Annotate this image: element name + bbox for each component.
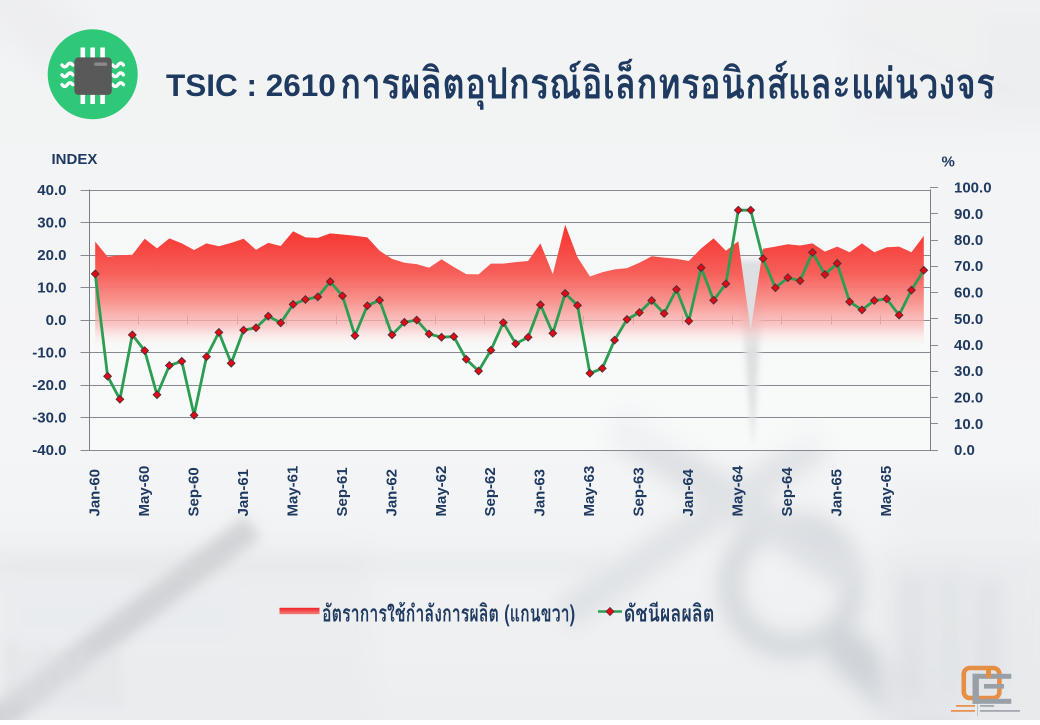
svg-text:Jan-64: Jan-64: [680, 468, 697, 516]
svg-text:May-63: May-63: [581, 466, 598, 517]
svg-text:INDEX: INDEX: [52, 151, 98, 168]
svg-text:20.0: 20.0: [37, 247, 66, 264]
svg-text:40.0: 40.0: [37, 182, 66, 199]
svg-text:Jan-63: Jan-63: [532, 469, 549, 517]
svg-text:10.0: 10.0: [954, 416, 983, 433]
svg-text:-30.0: -30.0: [32, 409, 66, 426]
svg-text:30.0: 30.0: [954, 363, 983, 380]
svg-text:20.0: 20.0: [954, 390, 983, 407]
svg-text:Jan-62: Jan-62: [383, 469, 400, 517]
svg-text:10.0: 10.0: [37, 279, 66, 296]
svg-text:30.0: 30.0: [37, 214, 66, 231]
svg-text:Sep-60: Sep-60: [185, 467, 202, 516]
svg-text:May-60: May-60: [136, 466, 153, 517]
svg-text:40.0: 40.0: [954, 337, 983, 354]
svg-text:Jan-61: Jan-61: [235, 469, 252, 517]
svg-text:May-62: May-62: [433, 466, 450, 517]
svg-text:0.0: 0.0: [46, 312, 67, 329]
svg-text:-20.0: -20.0: [32, 377, 66, 394]
svg-text:May-65: May-65: [878, 466, 895, 517]
svg-text:80.0: 80.0: [954, 232, 983, 249]
svg-text:90.0: 90.0: [954, 206, 983, 223]
svg-text:Sep-62: Sep-62: [482, 467, 499, 516]
svg-text:%: %: [942, 153, 955, 170]
svg-text:May-61: May-61: [284, 466, 301, 517]
svg-text:May-64: May-64: [730, 465, 747, 517]
svg-text:Jan-60: Jan-60: [87, 469, 104, 517]
svg-text:Sep-63: Sep-63: [631, 467, 648, 516]
svg-text:Jan-65: Jan-65: [829, 469, 846, 517]
svg-text:60.0: 60.0: [954, 285, 983, 302]
svg-text:TSIC : 2610: TSIC : 2610: [166, 67, 336, 103]
svg-text:100.0: 100.0: [954, 180, 992, 197]
svg-text:50.0: 50.0: [954, 311, 983, 328]
svg-text:70.0: 70.0: [954, 258, 983, 275]
svg-text:0.0: 0.0: [954, 442, 975, 459]
svg-text:-10.0: -10.0: [32, 344, 66, 361]
svg-text:Sep-61: Sep-61: [334, 467, 351, 516]
svg-text:Sep-64: Sep-64: [779, 467, 796, 517]
svg-text:-40.0: -40.0: [32, 442, 66, 459]
